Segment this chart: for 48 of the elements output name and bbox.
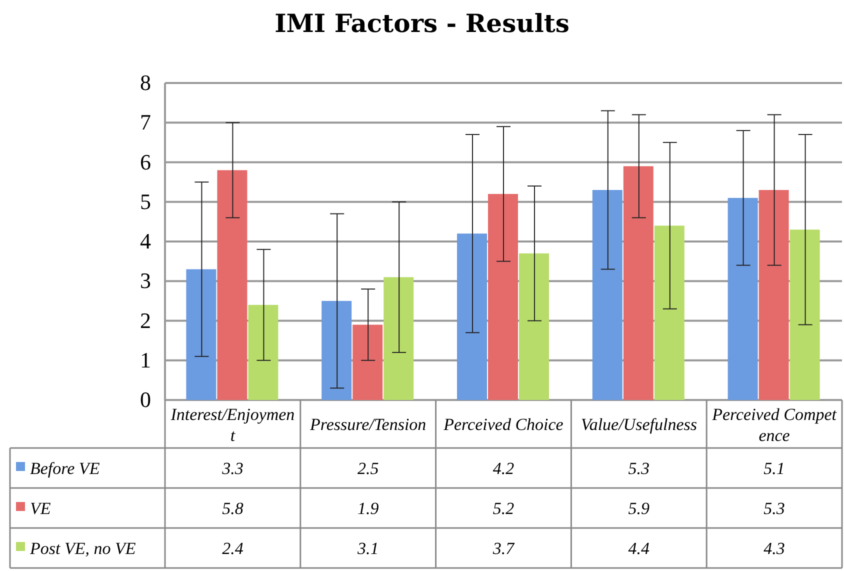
bar — [186, 269, 216, 400]
legend-label: Before VE — [30, 459, 100, 478]
data-label: 4.4 — [628, 539, 650, 558]
bar — [384, 277, 414, 400]
bar — [728, 198, 758, 400]
x-tick-label: Perceived Competence — [711, 405, 838, 445]
y-tick-label: 1 — [140, 347, 151, 372]
y-tick-label: 5 — [140, 188, 151, 214]
bar — [322, 300, 352, 400]
data-label: 2.5 — [357, 459, 379, 478]
data-label: 4.3 — [764, 539, 785, 558]
y-tick-label: 6 — [140, 149, 151, 174]
y-tick-label: 3 — [140, 268, 151, 294]
x-tick-label: Value/Usefulness — [580, 415, 698, 434]
data-label: 5.9 — [628, 499, 650, 518]
y-tick-label: 0 — [140, 387, 151, 412]
data-label: 3.1 — [356, 539, 379, 558]
bar — [654, 226, 684, 400]
bar — [790, 230, 820, 400]
y-tick-label: 4 — [140, 228, 151, 254]
x-tick-label: Interest/Enjoyment — [170, 405, 295, 445]
bar — [623, 166, 654, 400]
bar — [488, 194, 518, 400]
y-tick-label: 8 — [140, 70, 151, 96]
y-tick-label: 7 — [140, 110, 151, 135]
x-tick-label: Pressure/Tension — [309, 415, 426, 434]
x-tick-label: Perceived Choice — [442, 415, 564, 434]
bar — [592, 190, 622, 400]
data-label: 5.8 — [222, 499, 244, 518]
data-label: 4.2 — [492, 459, 515, 478]
chart-title: IMI Factors - Results — [274, 9, 570, 38]
data-label: 5.1 — [764, 459, 785, 478]
bar — [457, 234, 487, 400]
data-label: 3.7 — [492, 539, 516, 558]
data-label: 5.2 — [492, 499, 515, 518]
data-label: 1.9 — [357, 499, 380, 518]
data-label: 5.3 — [764, 499, 785, 518]
bar — [519, 253, 549, 400]
legend-label: Post VE, no VE — [29, 539, 136, 558]
legend-label: VE — [30, 499, 52, 518]
data-label: 5.3 — [628, 459, 650, 478]
bar — [248, 304, 278, 400]
data-label: 3.3 — [221, 459, 244, 478]
data-label: 2.4 — [222, 539, 244, 558]
bar — [758, 190, 789, 400]
bar — [352, 324, 383, 400]
y-tick-label: 2 — [140, 308, 151, 333]
bar — [217, 170, 248, 400]
